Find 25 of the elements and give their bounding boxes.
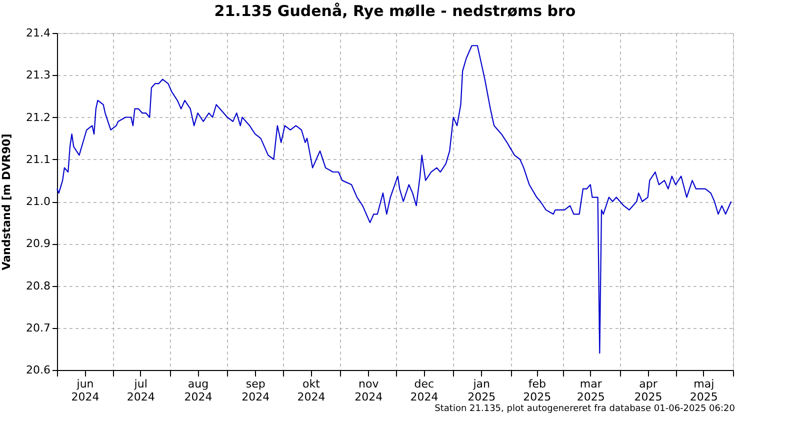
y-tick-label: 21.4 xyxy=(26,26,50,40)
x-tick-label: mar 2025 xyxy=(576,378,605,404)
y-axis-title: Vandstand [m DVR90] xyxy=(0,134,14,270)
x-tick-label: sep 2024 xyxy=(242,378,270,404)
x-tick-label: jan 2025 xyxy=(468,378,496,404)
y-tick-label: 20.8 xyxy=(26,279,50,292)
x-tick-label: apr 2025 xyxy=(634,378,662,404)
y-tick-label: 21.0 xyxy=(26,195,50,208)
text: Station 21.135, plot autogenereret fra database 01-06-2025 06:20 xyxy=(434,404,736,414)
y-tick-label: 20.7 xyxy=(26,321,50,334)
line-series xyxy=(56,45,732,354)
x-tick-label: aug 2024 xyxy=(184,378,212,404)
y-tick-label: 21.2 xyxy=(26,110,50,124)
x-tick-label: jun 2024 xyxy=(71,378,100,404)
x-tick-label: jul 2024 xyxy=(126,378,155,404)
y-tick-label: 21.3 xyxy=(26,68,50,82)
y-tick-label: 21.1 xyxy=(26,152,50,166)
x-tick-label: feb 2025 xyxy=(523,378,552,404)
x-tick-label: okt 2024 xyxy=(297,378,326,404)
y-tick-label: 20.6 xyxy=(26,364,50,376)
x-tick-label: maj 2025 xyxy=(690,378,718,404)
x-tick-label: nov 2024 xyxy=(354,378,383,404)
x-tick-label: dec 2024 xyxy=(410,378,438,404)
y-tick-label: 20.9 xyxy=(26,237,50,250)
chart-title: 21.135 Gudenå, Rye mølle - nedstrøms bro xyxy=(214,2,576,20)
